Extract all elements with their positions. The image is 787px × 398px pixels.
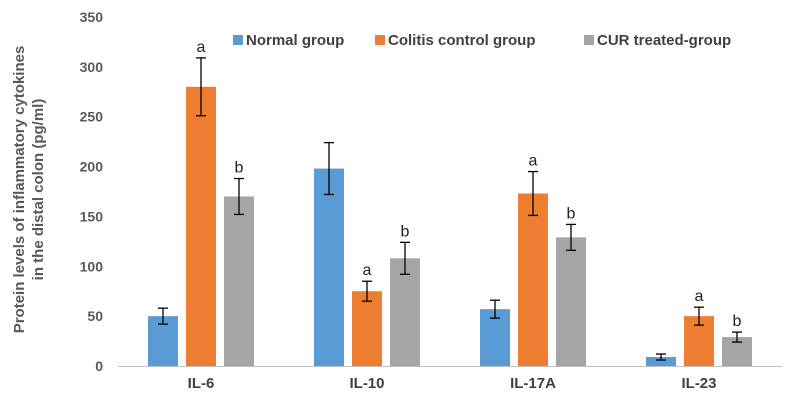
y-tick-label: 250 [80, 109, 104, 125]
x-axis-categories: IL-6 IL-10 IL-17A IL-23 [188, 375, 717, 392]
bar [518, 193, 548, 366]
y-axis-title-line-2: in the distal colon (pg/ml) [30, 99, 47, 281]
bar [646, 357, 676, 366]
significance-label: a [695, 288, 704, 305]
bar [224, 196, 254, 366]
legend-swatch [375, 35, 385, 45]
y-axis-title: Protein levels of inflammatory cytokines… [11, 46, 47, 334]
significance-label: a [363, 262, 372, 279]
legend-label: Colitis control group [388, 32, 536, 49]
bars: a b a b a b a b [148, 39, 752, 367]
significance-label: b [235, 160, 244, 177]
y-tick-label: 50 [87, 308, 103, 324]
legend-label: Normal group [246, 32, 344, 49]
x-category-label: IL-6 [188, 375, 215, 392]
bar [352, 291, 382, 366]
legend-swatch [584, 35, 594, 45]
y-tick-label: 0 [95, 358, 103, 374]
x-category-label: IL-10 [349, 375, 384, 392]
y-tick-label: 100 [80, 258, 104, 274]
bar [390, 258, 420, 366]
y-tick-label: 200 [80, 159, 104, 175]
y-tick-label: 300 [80, 59, 104, 75]
bar [556, 237, 586, 366]
x-category-label: IL-23 [681, 375, 716, 392]
significance-label: b [567, 205, 576, 222]
y-axis-title-line-1: Protein levels of inflammatory cytokines [11, 46, 28, 334]
y-axis-ticks: 0 50 100 150 200 250 300 350 [80, 9, 104, 374]
legend-label: CUR treated-group [597, 32, 731, 49]
bar [314, 168, 344, 366]
bar [186, 86, 216, 367]
significance-label: a [529, 153, 538, 170]
significance-label: b [401, 223, 410, 240]
significance-label: a [197, 39, 206, 56]
legend-swatch [233, 35, 243, 45]
y-tick-label: 150 [80, 208, 104, 224]
x-category-label: IL-17A [510, 375, 556, 392]
y-tick-label: 350 [80, 9, 104, 25]
significance-label: b [733, 313, 742, 330]
legend: Normal group Colitis control group CUR tre… [233, 32, 731, 49]
